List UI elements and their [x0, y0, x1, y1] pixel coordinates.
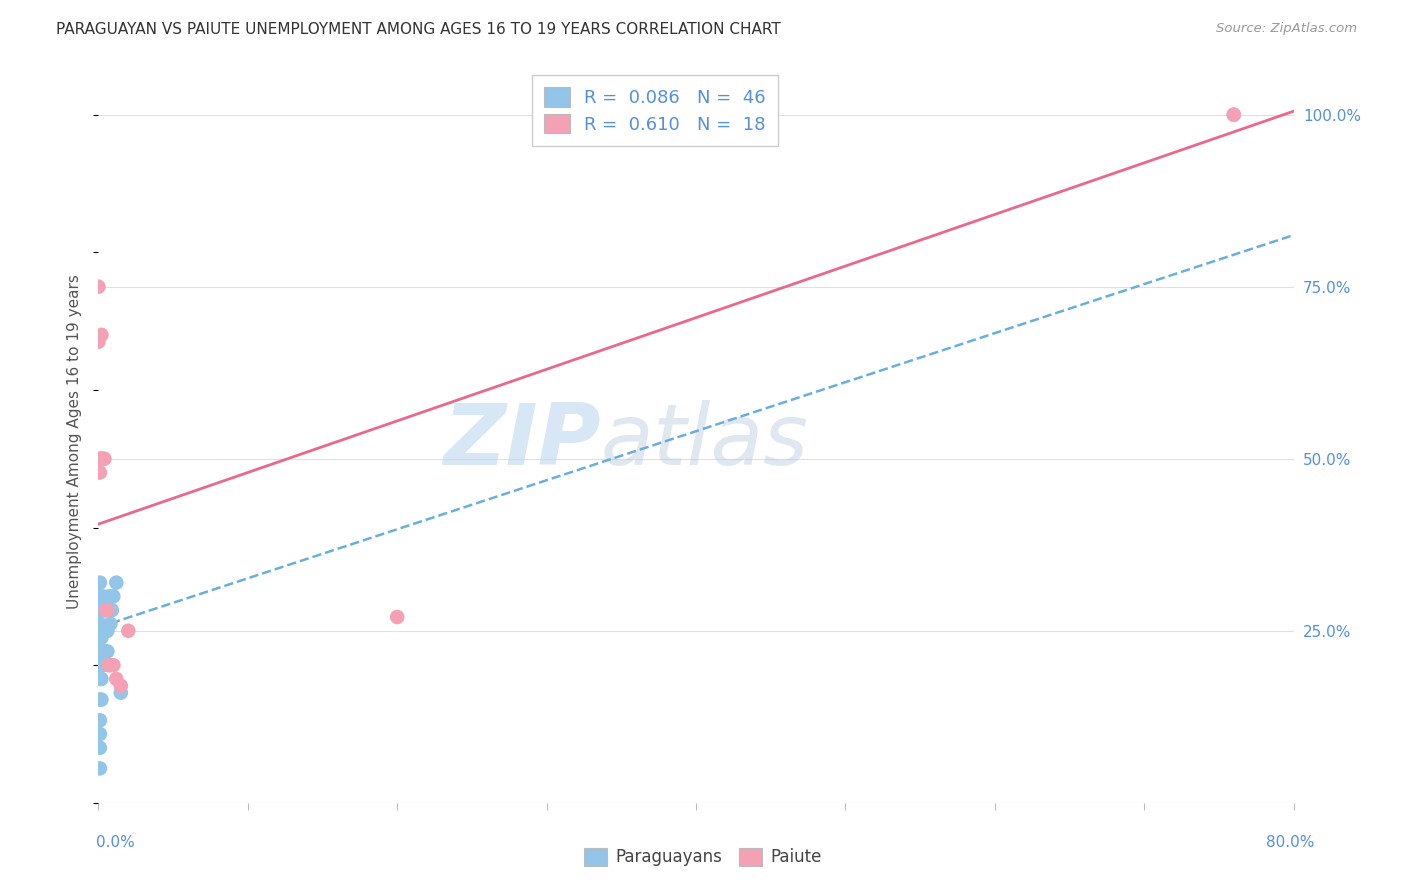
Point [105, 672, 128, 686]
Point [89, 672, 111, 686]
Point [89, 575, 111, 590]
Point [89, 692, 111, 706]
Point [90, 672, 112, 686]
Point [1223, 108, 1246, 122]
Point [105, 575, 128, 590]
Point [89, 466, 111, 480]
Point [89, 451, 111, 466]
Point [96, 624, 118, 638]
Point [87, 279, 110, 293]
Point [87, 658, 110, 673]
Point [96, 644, 118, 658]
Point [87, 616, 110, 631]
Point [101, 603, 124, 617]
Point [97, 658, 120, 673]
Point [90, 631, 112, 645]
Point [93, 451, 115, 466]
Point [117, 624, 139, 638]
Point [96, 603, 118, 617]
Point [91, 590, 114, 604]
Point [90, 692, 112, 706]
Point [93, 644, 115, 658]
Legend: R =  0.086   N =  46, R =  0.610   N =  18: R = 0.086 N = 46, R = 0.610 N = 18 [531, 75, 779, 146]
Point [93, 624, 115, 638]
Point [89, 631, 111, 645]
Point [89, 740, 111, 755]
Point [98, 616, 122, 631]
Text: 0.0%: 0.0% [96, 836, 135, 850]
Point [90, 603, 112, 617]
Legend: Paraguayans, Paiute: Paraguayans, Paiute [578, 841, 828, 873]
Point [89, 590, 111, 604]
Point [90, 327, 112, 342]
Point [91, 658, 114, 673]
Point [94, 603, 117, 617]
Point [91, 624, 114, 638]
Point [90, 451, 112, 466]
Point [94, 603, 117, 617]
Point [90, 658, 112, 673]
Point [87, 603, 110, 617]
Point [1223, 108, 1246, 122]
Point [110, 679, 132, 693]
Point [110, 686, 132, 700]
Text: ZIP: ZIP [443, 400, 600, 483]
Point [90, 644, 112, 658]
Point [89, 616, 111, 631]
Point [89, 761, 111, 775]
Text: Source: ZipAtlas.com: Source: ZipAtlas.com [1216, 22, 1357, 36]
Point [98, 590, 122, 604]
Point [94, 624, 117, 638]
Point [94, 644, 117, 658]
Point [98, 658, 122, 673]
Point [87, 334, 110, 349]
Point [97, 603, 120, 617]
Point [91, 603, 114, 617]
Point [91, 644, 114, 658]
Point [89, 713, 111, 727]
Point [87, 631, 110, 645]
Point [89, 727, 111, 741]
Point [89, 658, 111, 673]
Point [89, 644, 111, 658]
Point [103, 590, 125, 604]
Text: 80.0%: 80.0% [1267, 836, 1315, 850]
Point [103, 658, 125, 673]
Y-axis label: Unemployment Among Ages 16 to 19 years: Unemployment Among Ages 16 to 19 years [67, 274, 83, 609]
Point [89, 603, 111, 617]
Point [93, 603, 115, 617]
Text: atlas: atlas [600, 400, 808, 483]
Point [87, 644, 110, 658]
Point [97, 590, 120, 604]
Point [385, 610, 409, 624]
Point [91, 451, 114, 466]
Text: PARAGUAYAN VS PAIUTE UNEMPLOYMENT AMONG AGES 16 TO 19 YEARS CORRELATION CHART: PARAGUAYAN VS PAIUTE UNEMPLOYMENT AMONG … [56, 22, 780, 37]
